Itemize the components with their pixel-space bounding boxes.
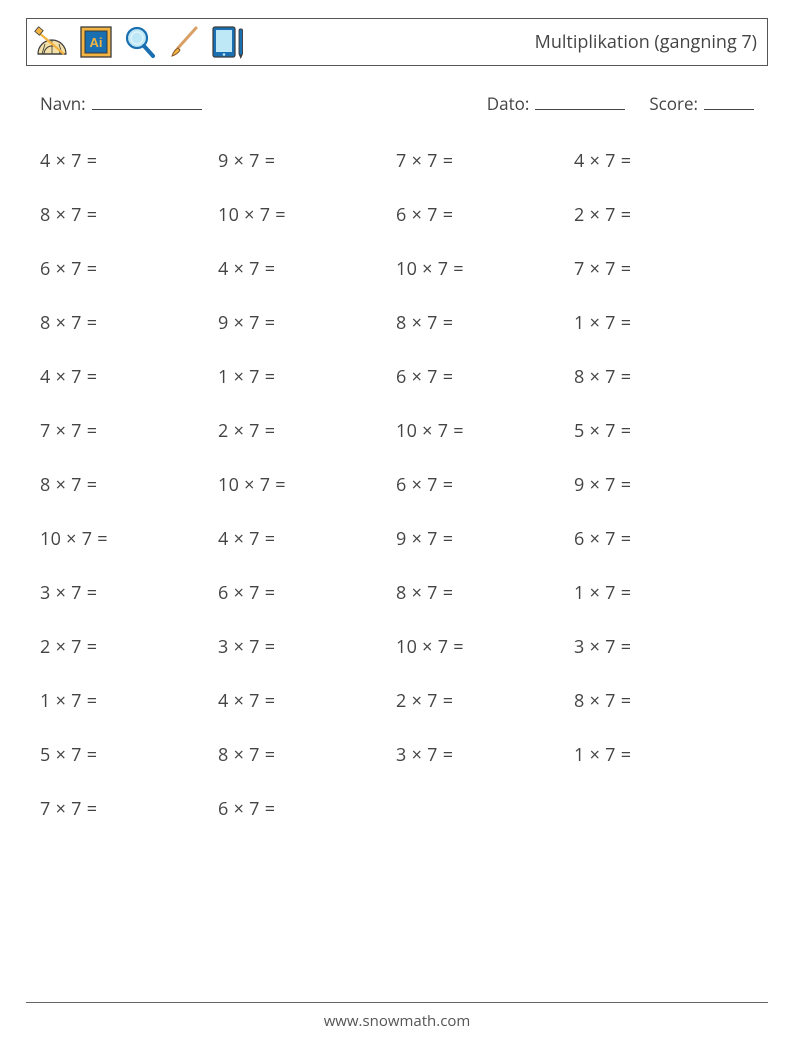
problem-cell: 10 × 7 = (218, 203, 396, 227)
footer-url: www.snowmath.com (324, 1011, 471, 1031)
problem-cell: 4 × 7 = (218, 527, 396, 551)
problem-cell: 3 × 7 = (40, 581, 218, 605)
problem-cell: 8 × 7 = (396, 311, 574, 335)
problem-cell: 6 × 7 = (218, 581, 396, 605)
problem-cell: 4 × 7 = (574, 149, 752, 173)
problem-cell: 1 × 7 = (574, 743, 752, 767)
svg-text:Ai: Ai (90, 35, 103, 50)
problem-cell: 6 × 7 = (396, 203, 574, 227)
problem-cell: 4 × 7 = (218, 689, 396, 713)
footer: www.snowmath.com (26, 1002, 768, 1031)
header-icons: Ai (33, 23, 247, 61)
score-blank[interactable] (704, 92, 754, 110)
name-blank[interactable] (92, 92, 202, 110)
problem-cell: 6 × 7 = (574, 527, 752, 551)
problem-cell: 10 × 7 = (40, 527, 218, 551)
date-blank[interactable] (535, 92, 625, 110)
problem-cell: 2 × 7 = (396, 689, 574, 713)
problem-cell: 7 × 7 = (574, 257, 752, 281)
tablet-pen-icon (209, 23, 247, 61)
problem-cell: 8 × 7 = (40, 203, 218, 227)
score-label: Score: (649, 92, 698, 115)
problem-cell (396, 797, 574, 821)
problem-cell: 8 × 7 = (574, 365, 752, 389)
problem-cell: 3 × 7 = (396, 743, 574, 767)
problem-cell: 6 × 7 = (396, 473, 574, 497)
problem-cell: 8 × 7 = (40, 311, 218, 335)
problem-cell: 10 × 7 = (396, 257, 574, 281)
ai-frame-icon: Ai (77, 23, 115, 61)
magnifier-icon (121, 23, 159, 61)
meta-row: Navn: Dato: Score: (26, 92, 768, 115)
problem-cell: 10 × 7 = (218, 473, 396, 497)
problem-cell: 1 × 7 = (574, 581, 752, 605)
problem-cell: 5 × 7 = (574, 419, 752, 443)
problem-cell: 7 × 7 = (40, 797, 218, 821)
problem-cell: 3 × 7 = (574, 635, 752, 659)
problem-cell: 8 × 7 = (218, 743, 396, 767)
problem-cell: 9 × 7 = (218, 311, 396, 335)
problem-cell: 4 × 7 = (40, 365, 218, 389)
name-label: Navn: (40, 92, 86, 115)
problem-cell: 9 × 7 = (218, 149, 396, 173)
problem-cell: 8 × 7 = (396, 581, 574, 605)
problem-cell: 6 × 7 = (218, 797, 396, 821)
problem-cell: 8 × 7 = (574, 689, 752, 713)
problem-cell: 1 × 7 = (40, 689, 218, 713)
date-label: Dato: (487, 92, 530, 115)
problem-cell: 6 × 7 = (40, 257, 218, 281)
problem-cell: 8 × 7 = (40, 473, 218, 497)
problem-cell: 4 × 7 = (40, 149, 218, 173)
header-box: Ai (26, 18, 768, 66)
problem-cell: 7 × 7 = (40, 419, 218, 443)
problems-grid: 4 × 7 =9 × 7 =7 × 7 =4 × 7 =8 × 7 =10 × … (26, 149, 768, 821)
problem-cell (574, 797, 752, 821)
problem-cell: 9 × 7 = (396, 527, 574, 551)
brush-icon (165, 23, 203, 61)
problem-cell: 6 × 7 = (396, 365, 574, 389)
problem-cell: 1 × 7 = (218, 365, 396, 389)
problem-cell: 9 × 7 = (574, 473, 752, 497)
problem-cell: 2 × 7 = (574, 203, 752, 227)
problem-cell: 2 × 7 = (40, 635, 218, 659)
problem-cell: 10 × 7 = (396, 635, 574, 659)
problem-cell: 2 × 7 = (218, 419, 396, 443)
problem-cell: 10 × 7 = (396, 419, 574, 443)
problem-cell: 7 × 7 = (396, 149, 574, 173)
problem-cell: 5 × 7 = (40, 743, 218, 767)
problem-cell: 4 × 7 = (218, 257, 396, 281)
problem-cell: 1 × 7 = (574, 311, 752, 335)
protractor-icon (33, 23, 71, 61)
worksheet-title: Multiplikation (gangning 7) (535, 30, 757, 54)
problem-cell: 3 × 7 = (218, 635, 396, 659)
